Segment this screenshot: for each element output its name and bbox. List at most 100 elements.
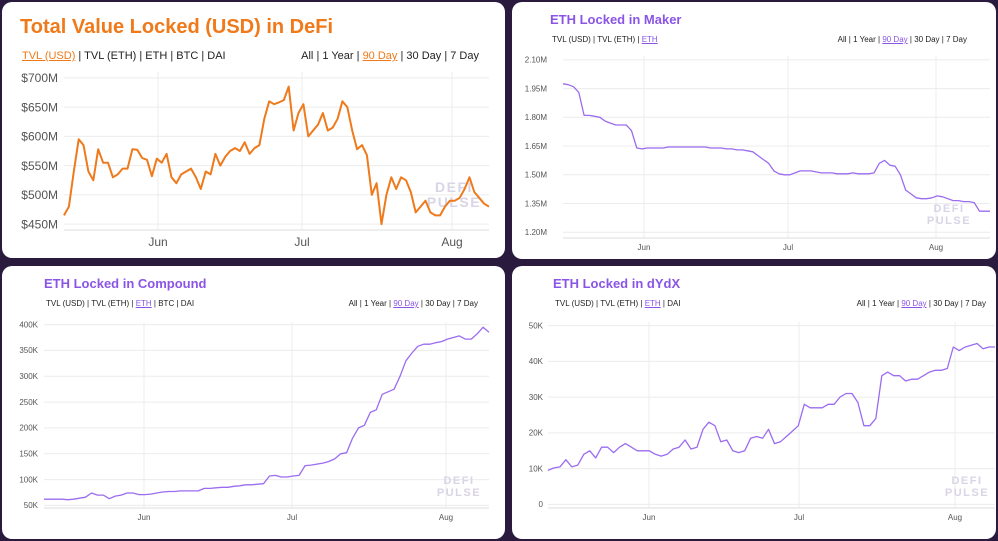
separator: | (875, 35, 883, 44)
range-7-day[interactable]: 7 Day (450, 50, 479, 62)
option-tvl-eth[interactable]: TVL (ETH) (84, 50, 137, 62)
separator: | (84, 299, 92, 308)
y-tick-label: 50K (24, 501, 39, 510)
y-tick-label: 50K (529, 321, 544, 330)
option-eth[interactable]: ETH (644, 299, 661, 308)
y-tick-label: 30K (529, 393, 544, 402)
y-tick-label: 40K (529, 357, 544, 366)
watermark-text: DEFI (951, 475, 982, 487)
range-7-day[interactable]: 7 Day (457, 299, 478, 308)
watermark-text: PULSE (927, 215, 971, 227)
range-30-day[interactable]: 30 Day (914, 35, 940, 44)
y-tick-label: 200K (19, 424, 38, 433)
y-tick-label: 1.65M (525, 142, 548, 151)
range-1-year[interactable]: 1 Year (364, 299, 387, 308)
range-1-year[interactable]: 1 Year (853, 35, 876, 44)
separator: | (167, 50, 177, 62)
range-90-day[interactable]: 90 Day (362, 50, 398, 62)
separator: | (865, 299, 873, 308)
option-eth[interactable]: ETH (641, 35, 658, 44)
separator: | (129, 299, 136, 308)
x-tick-label: Aug (929, 243, 943, 252)
option-eth[interactable]: ETH (135, 299, 152, 308)
option-dai[interactable]: DAI (180, 299, 195, 308)
range-30-day[interactable]: 30 Day (933, 299, 959, 308)
metric-selector: TVL (USD) | TVL (ETH) | ETH | DAI (555, 299, 681, 308)
watermark-text: DEFI (443, 475, 474, 487)
compound-panel: ETH Locked in Compound TVL (USD) | TVL (… (2, 266, 505, 539)
range-7-day[interactable]: 7 Day (946, 35, 967, 44)
metric-selector: TVL (USD) | TVL (ETH) | ETH | BTC | DAI (46, 299, 194, 308)
option-dai[interactable]: DAI (667, 299, 681, 308)
separator: | (313, 50, 323, 62)
option-btc[interactable]: BTC (176, 50, 199, 62)
range-90-day[interactable]: 90 Day (393, 299, 419, 308)
range-7-day[interactable]: 7 Day (965, 299, 986, 308)
series-line (63, 85, 490, 226)
option-dai[interactable]: DAI (207, 50, 226, 62)
option-tvl-usd[interactable]: TVL (USD) (46, 299, 85, 308)
separator: | (593, 299, 601, 308)
range-30-day[interactable]: 30 Day (425, 299, 451, 308)
option-tvl-usd[interactable]: TVL (USD) (552, 35, 591, 44)
x-tick-label: Jun (643, 513, 656, 522)
watermark-text: DEFI (933, 203, 964, 215)
separator: | (846, 35, 854, 44)
separator: | (894, 299, 902, 308)
panel-title: ETH Locked in dYdX (553, 276, 681, 291)
y-tick-label: 100K (19, 475, 38, 484)
option-tvl-eth[interactable]: TVL (ETH) (600, 299, 639, 308)
metric-selector: TVL (USD) | TVL (ETH) | ETH | BTC | DAI (22, 50, 226, 62)
range-1-year[interactable]: 1 Year (872, 299, 895, 308)
y-tick-label: 300K (19, 372, 38, 381)
x-tick-label: Jul (783, 243, 793, 252)
range-90-day[interactable]: 90 Day (882, 35, 908, 44)
range-all[interactable]: All (856, 299, 866, 308)
option-tvl-eth[interactable]: TVL (ETH) (91, 299, 130, 308)
panel-title: ETH Locked in Compound (44, 276, 207, 291)
separator: | (635, 35, 642, 44)
y-tick-label: 1.20M (525, 228, 548, 237)
range-selector: All | 1 Year | 90 Day | 30 Day | 7 Day (838, 35, 967, 44)
separator: | (660, 299, 668, 308)
option-btc[interactable]: BTC (158, 299, 175, 308)
range-all[interactable]: All (301, 50, 314, 62)
range-30-day[interactable]: 30 Day (406, 50, 442, 62)
dydx-panel: ETH Locked in dYdX TVL (USD) | TVL (ETH)… (512, 266, 996, 539)
range-selector: All | 1 Year | 90 Day | 30 Day | 7 Day (349, 299, 478, 308)
separator: | (450, 299, 458, 308)
y-tick-label: $700M (21, 71, 58, 85)
option-tvl-usd[interactable]: TVL (USD) (22, 50, 76, 62)
option-tvl-eth[interactable]: TVL (ETH) (597, 35, 636, 44)
range-all[interactable]: All (837, 35, 847, 44)
y-tick-label: 150K (19, 450, 38, 459)
separator: | (136, 50, 146, 62)
range-all[interactable]: All (348, 299, 358, 308)
y-tick-label: $550M (21, 159, 58, 173)
range-90-day[interactable]: 90 Day (901, 299, 927, 308)
watermark-text: PULSE (427, 194, 481, 210)
series-line (562, 83, 990, 212)
separator: | (939, 35, 947, 44)
option-eth[interactable]: ETH (145, 50, 168, 62)
x-tick-label: Aug (441, 235, 462, 249)
separator: | (397, 50, 407, 62)
separator: | (198, 50, 208, 62)
separator: | (174, 299, 181, 308)
option-tvl-usd[interactable]: TVL (USD) (555, 299, 594, 308)
x-tick-label: Jun (148, 235, 167, 249)
panel-title: Total Value Locked (USD) in DeFi (20, 16, 334, 38)
y-tick-label: 10K (529, 464, 544, 473)
maker-line-chart: 1.20M 1.35M 1.50M 1.65M 1.80M 1.95M 2.10M Jun Ju… (525, 56, 990, 252)
separator: | (151, 299, 159, 308)
range-1-year[interactable]: 1 Year (322, 50, 354, 62)
y-tick-label: $650M (21, 100, 58, 114)
separator: | (926, 299, 934, 308)
separator: | (75, 50, 85, 62)
series-line (44, 326, 490, 501)
y-tick-label: $600M (21, 130, 58, 144)
x-tick-label: Jun (638, 243, 651, 252)
y-tick-label: $500M (21, 188, 58, 202)
